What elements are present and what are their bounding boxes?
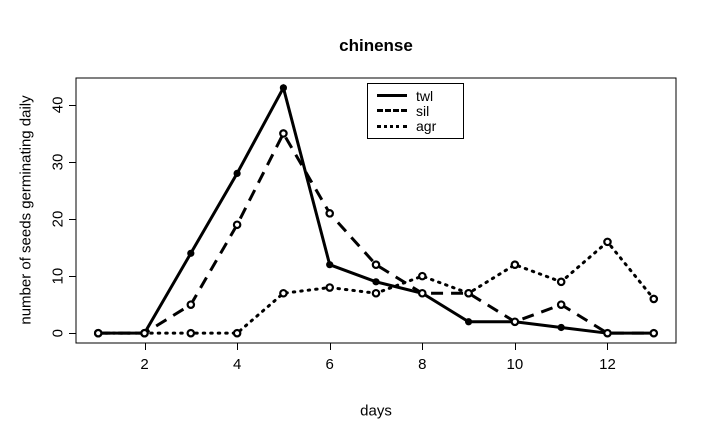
data-point-sil [186,300,196,309]
data-point-twl [233,169,241,178]
data-point-twl [464,318,473,326]
y-tick-label: 10 [50,268,67,285]
data-point-agr [371,288,381,298]
legend-entry-sil: sil [377,104,454,118]
dashed-line-sample [377,109,407,113]
data-point-agr [325,283,335,292]
dotted-line-sample [377,124,407,128]
data-point-sil [649,328,659,338]
data-point-sil [603,328,612,338]
data-point-sil [325,209,335,218]
data-point-agr [93,328,103,338]
data-point-agr [186,328,196,338]
y-tick-label: 0 [50,329,67,337]
x-tick-label: 6 [326,356,334,373]
data-point-twl [326,261,334,269]
data-point-sil [510,317,520,327]
legend-label: sil [416,102,430,119]
data-point-twl [279,84,288,92]
data-point-sil [417,288,427,298]
data-point-twl [372,278,380,286]
data-point-twl [187,249,195,257]
chart-title: chinense [339,36,413,55]
data-point-agr [279,288,288,298]
data-point-agr [232,328,242,338]
x-tick-label: 8 [418,356,426,373]
series-line-agr [96,239,656,335]
y-tick-label: 40 [50,97,67,114]
data-point-twl [557,323,565,332]
y-tick-label: 20 [50,211,67,228]
y-tick-label: 30 [50,154,67,171]
x-tick-label: 12 [599,356,616,373]
data-point-sil [232,220,242,230]
data-point-agr [556,277,566,287]
legend-entry-twl: twl [377,89,454,103]
data-point-sil [371,260,381,270]
solid-line-sample [377,94,407,98]
data-point-sil [556,300,566,309]
legend-label: twl [416,87,434,104]
data-point-agr [140,328,149,338]
series-line-sil [98,130,654,335]
data-point-agr [649,294,659,304]
x-tick-label: 10 [507,356,524,373]
legend-box: twl sil agr [367,83,464,139]
data-point-agr [603,237,612,247]
x-tick-label: 2 [140,356,148,373]
data-point-agr [464,288,473,298]
legend-entry-agr: agr [377,119,454,133]
data-point-sil [279,129,288,138]
data-point-agr [510,260,520,270]
legend-label: agr [416,118,437,135]
data-point-agr [417,271,427,281]
plot-border [75,77,677,344]
x-axis-label: days [360,402,392,420]
x-tick-label: 4 [233,356,241,373]
